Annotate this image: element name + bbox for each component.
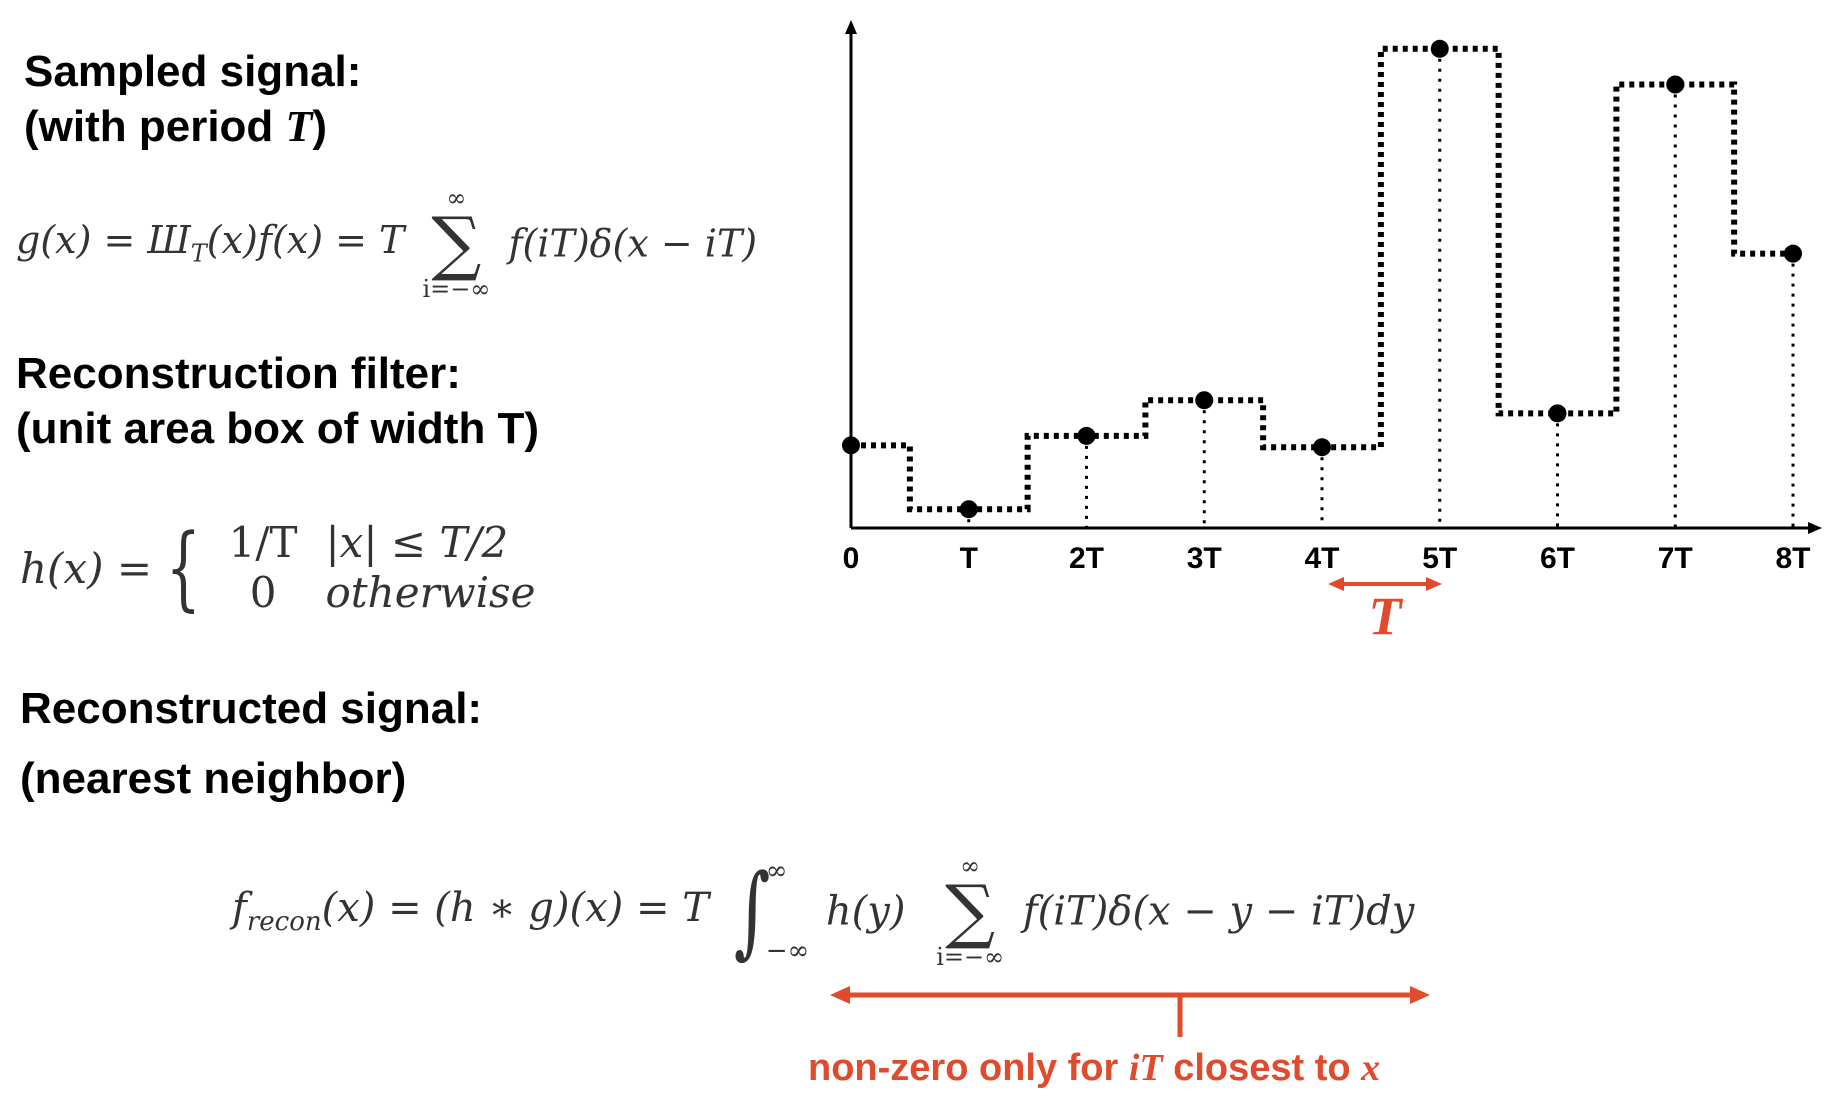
sample-stems [967,48,1795,528]
sampled-subtitle-symbol: T [285,102,313,151]
x-tick-label: 8T [1775,542,1810,575]
left-arrowhead [830,986,850,1004]
sample-point [1548,404,1567,423]
eq-sampled-sub: T [190,240,207,269]
sample-point [1666,75,1685,94]
eq-filter-lhs: h(x) = [20,543,153,593]
x-axis-arrowhead [1808,522,1822,534]
note-middle: closest to [1162,1047,1362,1089]
sum-operator: ∞ ∑ i=−∞ [936,854,1004,969]
eq-recon-sub: recon [246,907,322,938]
y-axis-arrowhead [845,20,857,34]
eq-sampled-mid: (x)f(x) = T [206,218,405,263]
integral-limits: ∞ −∞ [766,856,809,966]
eq-recon-f: f [232,885,247,932]
period-label: T [1369,586,1404,646]
period-left-arrowhead [1328,577,1344,591]
case2-value: 0 [249,568,277,618]
sigma-symbol: ∑ [945,870,996,952]
eq-sampled-rhs: f(iT)δ(x − iT) [508,221,758,266]
case-row: 1/T |x| ≤ T/2 [215,518,550,568]
eq-recon-part1: (x) = (h ∗ g)(x) = T [321,885,709,932]
left-brace: { [165,514,201,622]
reconstruction-equation: frecon(x) = (h ∗ g)(x) = T ∫ ∞ −∞ h(y) ∞… [232,854,1414,969]
integral-lower-limit: −∞ [765,936,810,967]
case1-value: 1/T [228,518,298,567]
reconstructed-signal-heading: Reconstructed signal: (nearest neighbor) [20,674,482,815]
eq-recon-part3: f(iT)δ(x − y − iT)dy [1022,888,1415,935]
sum-upper-limit: ∞ [446,184,467,212]
sum-lower-limit: i=−∞ [422,274,491,303]
recon-subtitle: (nearest neighbor) [20,754,407,804]
filter-equation: h(x) = { 1/T |x| ≤ T/2 0 otherwise [20,518,549,619]
sampled-subtitle-prefix: (with period [24,102,286,151]
eq-recon-part2: h(y) [825,888,906,935]
cases-table: 1/T |x| ≤ T/2 0 otherwise [215,518,550,619]
sampled-signal-chart: 0 T 2T 3T 4T 5T 6T 7T 8T T [842,20,1822,646]
case2-condition: otherwise [325,568,536,618]
sample-point [1313,438,1331,457]
sum-upper-limit: ∞ [960,852,981,880]
note-var-it: iT [1128,1047,1163,1089]
reconstruction-filter-heading: Reconstruction filter: (unit area box of… [16,346,539,456]
note-prefix: non-zero only for [808,1047,1129,1089]
sum-operator: ∞ ∑ i=−∞ [422,186,490,301]
sampled-signal-subtitle: (with period T) [24,99,361,154]
x-tick-label: 5T [1422,542,1457,575]
sample-point [1077,426,1096,445]
sampled-subtitle-suffix: ) [312,102,328,151]
case1-condition: |x| ≤ T/2 [325,518,509,567]
sample-points [842,39,1802,519]
integral-symbol: ∫ [733,852,770,970]
eq-sampled-lhs: g(x) = Ш [16,218,191,263]
note-var-x: x [1361,1047,1381,1089]
period-annotation: T [1328,577,1442,646]
x-tick-label: 3T [1187,542,1222,575]
sample-point [1195,391,1214,410]
sampled-signal-heading: Sampled signal: (with period T) [24,44,361,154]
sum-lower-limit: i=−∞ [936,942,1005,971]
filter-subtitle: (unit area box of width T) [16,404,540,453]
sampled-signal-equation: g(x) = ШT(x)f(x) = T ∞ ∑ i=−∞ f(iT)δ(x −… [16,186,757,301]
integral-operator: ∫ ∞ −∞ [726,852,809,970]
filter-title: Reconstruction filter: [16,349,461,398]
x-tick-label: 6T [1540,542,1575,575]
cases-block: h(x) = { 1/T |x| ≤ T/2 0 otherwise [20,518,549,619]
sample-point [1430,39,1449,58]
x-tick-label: 2T [1069,542,1104,575]
recon-title: Reconstructed signal: [20,684,483,733]
case-row: 0 otherwise [215,568,550,618]
period-right-arrowhead [1426,577,1442,591]
x-tick-label: 4T [1304,542,1339,575]
sample-point [959,500,978,519]
right-arrowhead [1410,986,1430,1004]
x-tick-label: T [960,542,978,575]
x-tick-label: 7T [1658,542,1693,575]
nonzero-note: non-zero only for iT closest to x [808,1046,1380,1090]
sample-point [842,436,860,455]
span-bracket-arrow [830,986,1430,1037]
x-tick-labels: 0 T 2T 3T 4T 5T 6T 7T 8T [843,542,1811,575]
x-tick-label: 0 [843,542,860,575]
sampled-signal-title: Sampled signal: [24,47,362,96]
integral-upper-limit: ∞ [765,856,788,887]
sigma-symbol: ∑ [431,202,482,284]
sample-point [1784,244,1802,263]
